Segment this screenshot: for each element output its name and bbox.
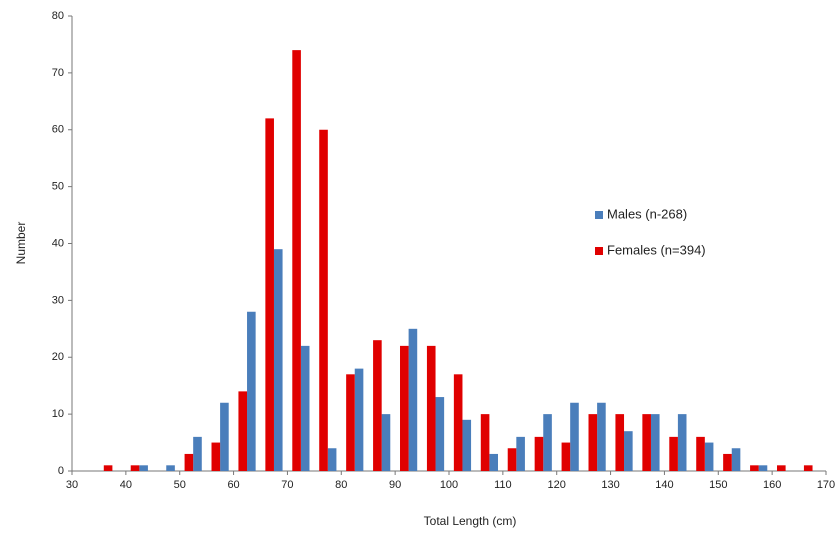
bar bbox=[677, 414, 687, 471]
bar bbox=[381, 414, 391, 471]
bar bbox=[723, 453, 732, 471]
bar bbox=[238, 391, 248, 471]
x-tick-label: 160 bbox=[763, 479, 781, 491]
bar bbox=[130, 465, 140, 471]
x-tick-label: 30 bbox=[66, 479, 78, 491]
bar bbox=[543, 414, 552, 471]
bar bbox=[400, 345, 409, 471]
y-tick-label: 40 bbox=[52, 237, 64, 249]
x-tick-label: 70 bbox=[281, 479, 293, 491]
bar bbox=[588, 414, 598, 471]
bar bbox=[346, 374, 355, 471]
x-tick-label: 140 bbox=[655, 479, 673, 491]
legend: Males (n-268) Females (n=394) bbox=[595, 206, 706, 257]
y-tick-label: 10 bbox=[52, 408, 64, 420]
bar bbox=[247, 311, 256, 471]
bar bbox=[211, 442, 221, 471]
bar bbox=[731, 448, 741, 471]
y-tick-label: 30 bbox=[52, 294, 64, 306]
legend-label: Males (n-268) bbox=[607, 206, 687, 221]
y-tick-label: 60 bbox=[52, 124, 64, 136]
bar bbox=[220, 402, 229, 471]
bar bbox=[650, 414, 660, 471]
bar bbox=[354, 368, 364, 471]
x-tick-label: 170 bbox=[817, 479, 835, 491]
bar bbox=[462, 419, 472, 471]
x-tick-label: 110 bbox=[494, 479, 512, 491]
bar bbox=[166, 465, 175, 471]
bar bbox=[327, 448, 337, 471]
bar bbox=[453, 374, 463, 471]
bar bbox=[319, 129, 328, 471]
bar bbox=[758, 465, 768, 471]
bar bbox=[292, 50, 301, 471]
bar bbox=[139, 465, 148, 471]
legend-swatch bbox=[595, 247, 603, 255]
bar bbox=[408, 328, 418, 471]
bar bbox=[300, 345, 310, 471]
bar bbox=[696, 436, 705, 471]
bar bbox=[480, 414, 490, 471]
y-tick-label: 80 bbox=[52, 10, 64, 22]
bar bbox=[426, 345, 436, 471]
bar bbox=[597, 402, 606, 471]
bar bbox=[624, 431, 633, 471]
y-tick-label: 50 bbox=[52, 181, 64, 193]
bar bbox=[534, 436, 544, 471]
bar bbox=[615, 414, 625, 471]
bar bbox=[273, 249, 283, 471]
legend-swatch bbox=[595, 211, 603, 219]
y-tick-label: 70 bbox=[52, 67, 64, 79]
bar bbox=[777, 465, 786, 471]
x-tick-label: 150 bbox=[709, 479, 727, 491]
bar bbox=[704, 442, 714, 471]
bar bbox=[516, 436, 525, 471]
bar bbox=[507, 448, 517, 471]
legend-label: Females (n=394) bbox=[607, 242, 706, 257]
bar bbox=[570, 402, 579, 471]
x-tick-label: 50 bbox=[174, 479, 186, 491]
y-tick-label: 0 bbox=[58, 465, 64, 477]
x-tick-label: 80 bbox=[335, 479, 347, 491]
bar bbox=[193, 436, 202, 471]
bar bbox=[669, 436, 678, 471]
bar bbox=[435, 397, 445, 471]
bar bbox=[265, 118, 274, 471]
y-axis-title: Number bbox=[14, 222, 28, 265]
bar bbox=[373, 340, 382, 471]
x-tick-label: 120 bbox=[548, 479, 566, 491]
x-tick-label: 60 bbox=[227, 479, 239, 491]
bar bbox=[750, 465, 759, 471]
x-tick-label: 90 bbox=[389, 479, 401, 491]
x-axis-title: Total Length (cm) bbox=[424, 514, 517, 528]
x-tick-label: 100 bbox=[440, 479, 458, 491]
bar bbox=[642, 414, 651, 471]
bar bbox=[561, 442, 571, 471]
bar bbox=[489, 453, 498, 471]
bar bbox=[803, 465, 813, 471]
y-tick-label: 20 bbox=[52, 351, 64, 363]
x-tick-label: 130 bbox=[601, 479, 619, 491]
bar bbox=[103, 465, 113, 471]
bar bbox=[184, 453, 194, 471]
x-tick-label: 40 bbox=[120, 479, 132, 491]
